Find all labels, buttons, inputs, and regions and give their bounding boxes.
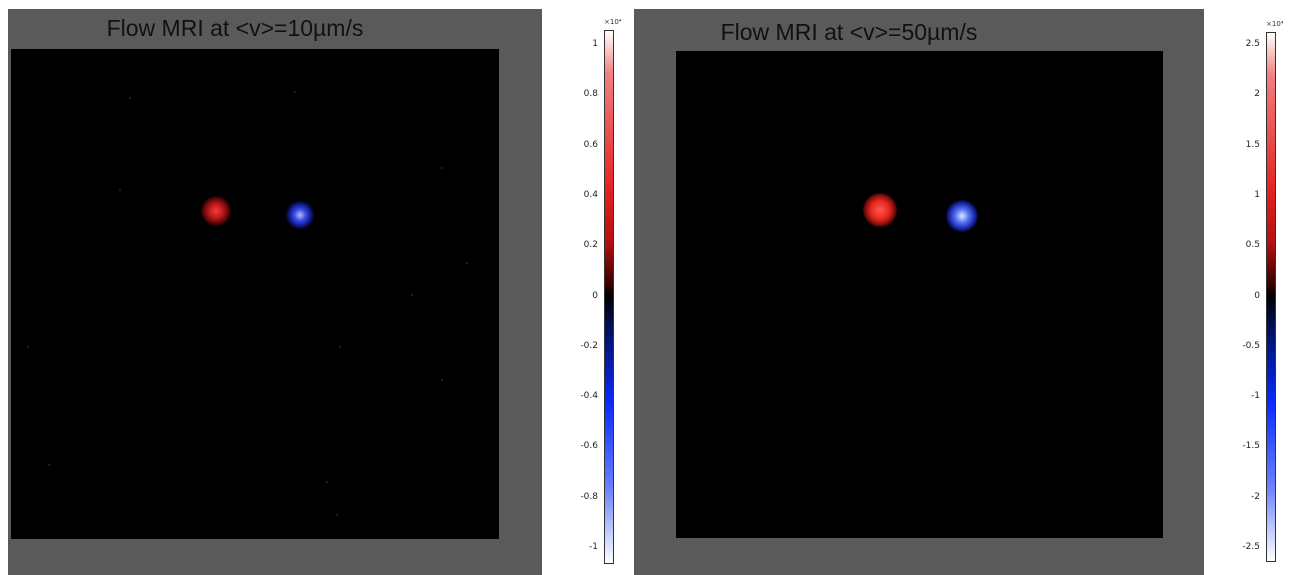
noise-speck	[339, 346, 341, 348]
colorbar-tick: 1	[592, 39, 598, 49]
noise-speck	[466, 262, 468, 264]
noise-speck	[411, 294, 413, 296]
colorbar-tick: 0.8	[583, 89, 598, 99]
colorbar-tick: 0.4	[583, 190, 598, 200]
mri-image	[676, 51, 1163, 538]
colorbar-tick: -0.6	[580, 441, 598, 451]
colorbar-50: ×10⁴ 2.5 2 1.5 1 0.5 0 -0.5 -1 -1.5 -2 -…	[1222, 18, 1302, 568]
colorbar-tick: 2.5	[1245, 39, 1260, 49]
colorbar-tick: -0.8	[580, 492, 598, 502]
colorbar-tick: -2	[1251, 492, 1260, 502]
mri-image	[11, 49, 499, 539]
noise-speck	[27, 346, 29, 348]
colorbar-tick: -1	[589, 542, 598, 552]
colorbar-tick: 0.6	[583, 140, 598, 150]
colorbar-tick: 0	[1254, 291, 1260, 301]
colorbar-tick: -1	[1251, 391, 1260, 401]
colorbar-exponent: ×10⁴	[1266, 20, 1284, 28]
noise-speck	[119, 189, 121, 191]
colorbar-tick: -2.5	[1242, 542, 1260, 552]
positive-flow-spot	[201, 196, 231, 226]
negative-flow-spot	[286, 201, 314, 229]
noise-speck	[336, 514, 338, 516]
colorbar-tick: 0	[592, 291, 598, 301]
mri-panel-50: Flow MRI at <v>=50µm/s	[634, 9, 1204, 575]
colorbar-tick: 1	[1254, 190, 1260, 200]
colorbar-gradient	[604, 30, 614, 564]
colorbar-10: ×10⁴ 1 0.8 0.6 0.4 0.2 0 -0.2 -0.4 -0.6 …	[560, 18, 630, 568]
positive-flow-spot	[863, 193, 897, 227]
colorbar-tick: -1.5	[1242, 441, 1260, 451]
colorbar-tick: 1.5	[1245, 140, 1260, 150]
noise-speck	[129, 97, 131, 99]
negative-flow-spot	[946, 200, 978, 232]
panel-title: Flow MRI at <v>=10µm/s	[106, 15, 364, 41]
colorbar-tick: -0.4	[580, 391, 598, 401]
noise-speck	[48, 464, 50, 466]
colorbar-gradient	[1266, 32, 1276, 562]
panel-title: Flow MRI at <v>=50µm/s	[720, 19, 978, 45]
noise-speck	[326, 481, 328, 483]
noise-speck	[294, 91, 296, 93]
colorbar-tick: 0.2	[583, 240, 598, 250]
colorbar-tick: 2	[1254, 89, 1260, 99]
colorbar-tick: -0.2	[580, 341, 598, 351]
noise-speck	[441, 379, 443, 381]
noise-speck	[441, 167, 443, 169]
colorbar-tick: -0.5	[1242, 341, 1260, 351]
colorbar-tick: 0.5	[1245, 240, 1260, 250]
mri-panel-10: Flow MRI at <v>=10µm/s	[8, 9, 542, 575]
colorbar-exponent: ×10⁴	[604, 18, 622, 26]
